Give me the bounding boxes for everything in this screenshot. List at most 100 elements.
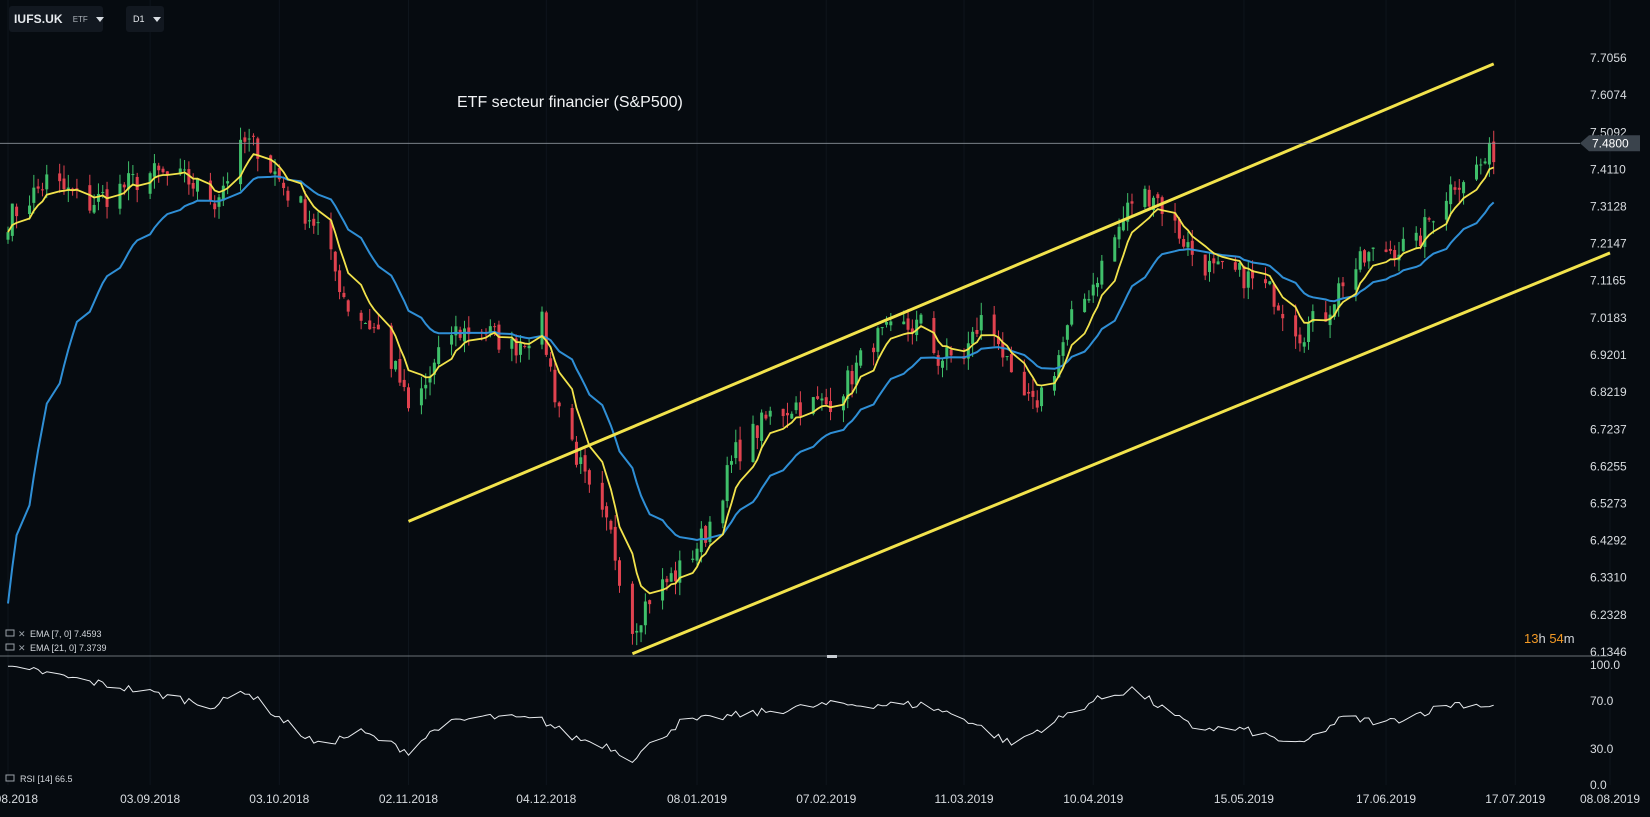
candle-body: [1462, 182, 1466, 194]
rsi-panel: 100.0 70.0 30.0 0.0 RSI [14] 66.5: [5, 658, 1620, 792]
candle-body: [1268, 281, 1272, 285]
price-tick-label: 6.4292: [1590, 534, 1627, 548]
date-tick-label: 04.12.2018: [516, 792, 576, 806]
countdown-part: 54: [1546, 631, 1564, 646]
candle-body: [738, 439, 742, 462]
candle-body: [1324, 312, 1328, 322]
candle-body: [635, 630, 639, 633]
candle-body: [15, 206, 19, 217]
timeframe-selector[interactable]: D1: [126, 6, 164, 32]
candle-body: [1341, 282, 1345, 287]
candle-body: [1031, 390, 1035, 397]
lower-trendline[interactable]: [631, 251, 1611, 656]
candle-body: [820, 398, 824, 401]
candle-body: [1431, 221, 1435, 223]
candle-body: [277, 167, 281, 180]
candle-body: [729, 461, 733, 465]
candle-body: [1371, 247, 1375, 249]
candle-body: [600, 482, 604, 510]
panel-resize-handle[interactable]: [827, 655, 837, 658]
candle-body: [1173, 212, 1177, 221]
candle-body: [708, 521, 712, 542]
candle-body: [906, 318, 910, 330]
candle-body: [208, 180, 212, 202]
chart-title: ETF secteur financier (S&P500): [457, 94, 683, 111]
candle-body: [161, 168, 165, 173]
candle-body: [527, 345, 531, 349]
candle-body: [419, 388, 423, 406]
candle-body: [127, 173, 131, 190]
date-tick-label: 03.09.2018: [120, 792, 180, 806]
price-tick-label: 6.8219: [1590, 385, 1627, 399]
candle-body: [553, 369, 557, 403]
candle-body: [247, 138, 251, 140]
candle-body: [1027, 391, 1031, 394]
candle-body: [1152, 197, 1156, 211]
candle-body: [902, 321, 906, 325]
candle-body: [1143, 188, 1147, 207]
symbol-label: IUFS.UK: [14, 12, 63, 26]
candle-body: [1337, 283, 1341, 308]
candle-body: [1276, 305, 1280, 311]
candle-body: [1388, 248, 1392, 251]
candle-body: [1401, 238, 1405, 252]
candle-body: [226, 181, 230, 184]
rsi-tick-label: 100.0: [1590, 658, 1620, 672]
candle-body: [523, 346, 527, 348]
current-price-marker: 7.4800: [1580, 135, 1640, 152]
ema-legend-label: EMA [21, 0] 7.3739: [30, 643, 107, 653]
indicator-legend: ✕ EMA [7, 0] 7.4593 ✕ EMA [21, 0] 7.3739: [5, 629, 107, 653]
candle-body: [587, 470, 591, 485]
candle-body: [704, 526, 708, 543]
current-price-badge: [1580, 135, 1640, 152]
candle-body: [1100, 260, 1104, 285]
candle-body: [885, 322, 889, 325]
candle-body: [1208, 260, 1211, 273]
candle-body: [798, 402, 802, 417]
candle-body: [316, 222, 320, 224]
date-tick-label: 15.05.2019: [1214, 792, 1274, 806]
candle-body: [510, 339, 514, 349]
price-tick-label: 7.2147: [1590, 237, 1627, 251]
candle-body: [131, 174, 135, 176]
candle-body: [346, 300, 350, 312]
candle-body: [1475, 164, 1478, 180]
date-tick-label: 07.02.2019: [796, 792, 856, 806]
price-tick-label: 7.7056: [1590, 51, 1627, 65]
symbol-selector[interactable]: IUFS.UK ETF: [9, 6, 104, 32]
price-tick-label: 7.0183: [1590, 311, 1627, 325]
candle-body: [1263, 279, 1267, 284]
price-tick-label: 7.4110: [1590, 162, 1626, 176]
price-tick-label: 7.1165: [1590, 274, 1626, 288]
candle-body: [725, 465, 729, 502]
candle-body: [1065, 325, 1069, 340]
candle-body: [992, 314, 996, 335]
candle-body: [256, 138, 260, 159]
countdown-part: h: [1538, 631, 1545, 646]
candle-body: [949, 349, 953, 356]
candle-body: [1444, 200, 1448, 220]
candle-body: [570, 407, 574, 440]
candle-body: [674, 570, 677, 582]
candle-body: [1453, 187, 1457, 190]
candle-body: [152, 163, 156, 177]
candle-body: [630, 583, 634, 634]
candle-body: [579, 457, 583, 465]
candle-body: [1246, 271, 1250, 288]
candle-body: [286, 190, 290, 201]
candle-body: [101, 192, 105, 194]
candle-body: [1414, 232, 1418, 241]
date-tick-label: 02.11.2018: [379, 792, 438, 806]
candle-body: [751, 423, 755, 463]
candle-body: [178, 168, 182, 175]
candle-body: [971, 331, 975, 345]
candle-body: [1009, 354, 1013, 373]
candle-body: [1156, 194, 1160, 199]
candle-body: [195, 178, 199, 192]
candle-body: [932, 318, 936, 354]
price-tick-label: 6.5273: [1590, 497, 1627, 511]
candle-body: [648, 600, 652, 605]
upper-trendline[interactable]: [407, 62, 1495, 523]
candle-body: [251, 135, 255, 137]
